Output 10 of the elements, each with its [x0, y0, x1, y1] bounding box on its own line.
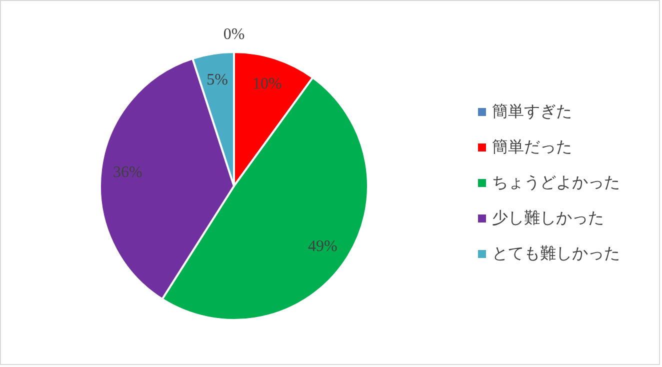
- legend-label: ちょうどよかった: [492, 174, 620, 192]
- text: 0%: [223, 26, 245, 44]
- data-label: 36%: [112, 164, 142, 182]
- data-label: 5%: [206, 72, 228, 89]
- legend-label: 少し難しかった: [492, 209, 604, 227]
- data-label: 10%: [252, 76, 282, 93]
- data-label: 49%: [308, 238, 338, 255]
- legend-label: とても難しかった: [492, 244, 620, 262]
- legend-label: 簡単だった: [492, 139, 572, 156]
- legend-label: 簡単すぎた: [492, 104, 572, 120]
